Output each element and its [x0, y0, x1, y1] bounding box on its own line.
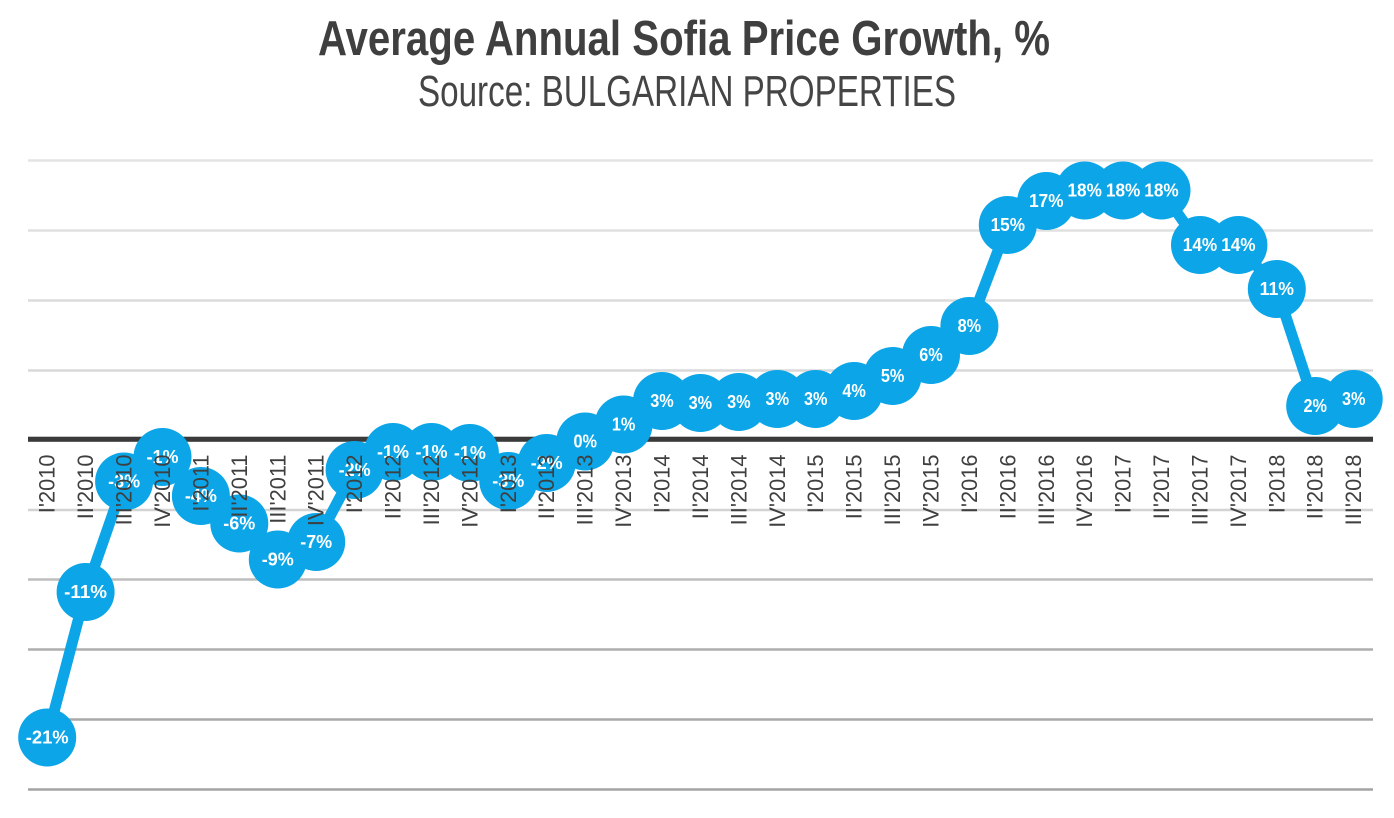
svg-text:8%: 8%	[958, 315, 982, 336]
svg-text:I'2012: I'2012	[342, 455, 367, 514]
svg-text:-1%: -1%	[147, 446, 179, 467]
svg-text:3%: 3%	[1342, 388, 1366, 409]
svg-text:15%: 15%	[991, 214, 1026, 235]
svg-text:Source: BULGARIAN PROPERTIES: Source: BULGARIAN PROPERTIES	[418, 67, 956, 116]
svg-text:0%: 0%	[573, 431, 597, 452]
svg-text:-3%: -3%	[108, 471, 140, 492]
svg-text:II'2013: II'2013	[534, 455, 559, 520]
svg-text:I'2017: I'2017	[1111, 455, 1136, 514]
svg-text:-11%: -11%	[64, 581, 107, 602]
svg-text:11%: 11%	[1260, 278, 1295, 299]
svg-text:III'2016: III'2016	[1034, 455, 1059, 526]
svg-text:5%: 5%	[881, 365, 905, 386]
svg-text:III'2010: III'2010	[112, 455, 137, 526]
svg-text:-3%: -3%	[492, 470, 524, 491]
svg-text:IV'2011: IV'2011	[304, 455, 329, 527]
svg-text:IV'2010: IV'2010	[150, 455, 175, 528]
svg-text:4%: 4%	[842, 380, 866, 401]
svg-text:3%: 3%	[727, 391, 751, 412]
svg-text:3%: 3%	[650, 390, 674, 411]
svg-text:III'2015: III'2015	[880, 455, 905, 526]
svg-text:III'2018: III'2018	[1341, 455, 1366, 526]
svg-text:Average Annual Sofia Price Gro: Average Annual Sofia Price Growth, %	[318, 12, 1050, 66]
svg-text:-1%: -1%	[416, 441, 448, 462]
svg-text:II'2012: II'2012	[381, 455, 406, 520]
svg-text:2%: 2%	[1303, 395, 1327, 416]
svg-text:-7%: -7%	[300, 531, 332, 552]
svg-text:II'2017: II'2017	[1149, 455, 1174, 520]
svg-text:-6%: -6%	[223, 513, 255, 534]
svg-text:II'2010: II'2010	[73, 455, 98, 520]
svg-text:I'2014: I'2014	[650, 455, 675, 514]
svg-text:-1%: -1%	[454, 442, 486, 463]
svg-text:III'2011: III'2011	[265, 455, 290, 524]
svg-text:III'2013: III'2013	[573, 455, 598, 526]
svg-text:-9%: -9%	[262, 549, 294, 570]
svg-text:-2%: -2%	[339, 459, 371, 480]
svg-text:IV'2013: IV'2013	[611, 455, 636, 528]
svg-text:3%: 3%	[689, 392, 713, 413]
svg-text:II'2018: II'2018	[1303, 455, 1328, 520]
svg-text:17%: 17%	[1029, 190, 1064, 211]
svg-text:18%: 18%	[1144, 180, 1179, 201]
svg-text:III'2014: III'2014	[726, 455, 751, 526]
svg-text:IV'2016: IV'2016	[1072, 455, 1097, 528]
svg-text:II'2016: II'2016	[995, 455, 1020, 520]
svg-text:III'2017: III'2017	[1188, 455, 1213, 526]
svg-text:-1%: -1%	[377, 441, 409, 462]
svg-text:II'2014: II'2014	[688, 455, 713, 520]
svg-text:6%: 6%	[919, 344, 943, 365]
svg-text:14%: 14%	[1183, 234, 1218, 255]
svg-text:I'2013: I'2013	[496, 455, 521, 514]
svg-text:18%: 18%	[1106, 180, 1141, 201]
svg-text:II'2015: II'2015	[842, 455, 867, 520]
svg-text:-2%: -2%	[531, 452, 563, 473]
svg-text:I'2010: I'2010	[35, 455, 60, 514]
svg-text:18%: 18%	[1068, 180, 1103, 201]
svg-text:I'2015: I'2015	[803, 455, 828, 514]
svg-text:3%: 3%	[766, 388, 790, 409]
svg-text:IV'2014: IV'2014	[765, 455, 790, 528]
svg-text:IV'2017: IV'2017	[1226, 455, 1251, 528]
svg-text:I'2018: I'2018	[1264, 455, 1289, 514]
svg-text:3%: 3%	[804, 388, 828, 409]
svg-text:-21%: -21%	[26, 727, 69, 748]
svg-text:IV'2012: IV'2012	[457, 455, 482, 528]
svg-text:IV'2015: IV'2015	[919, 455, 944, 528]
svg-text:I'2011: I'2011	[188, 455, 213, 512]
svg-text:-4%: -4%	[185, 485, 217, 506]
svg-text:1%: 1%	[612, 414, 636, 435]
svg-text:II'2011: II'2011	[227, 455, 252, 518]
svg-text:I'2016: I'2016	[957, 455, 982, 514]
svg-text:III'2012: III'2012	[419, 455, 444, 526]
svg-text:14%: 14%	[1221, 234, 1256, 255]
